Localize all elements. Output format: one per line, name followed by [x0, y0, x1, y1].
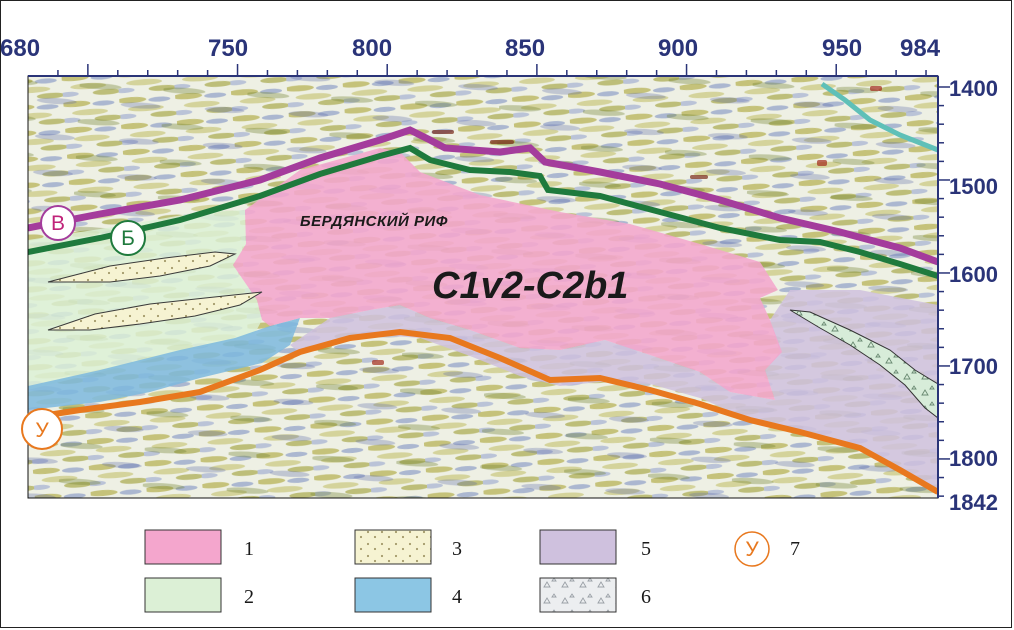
y-tick-label: 1700 — [949, 354, 998, 379]
legend-item-3: 3 — [354, 529, 462, 565]
legend-item-7: У 7 — [734, 531, 800, 567]
horizon-u-line — [28, 328, 938, 495]
x-tick-label: 680 — [0, 35, 40, 62]
legend: 1 2 3 4 5 6 У 7 — [144, 529, 800, 613]
facies-6-zone — [789, 309, 938, 419]
x-tick-label: 800 — [352, 35, 392, 62]
x-tick-label: 750 — [208, 35, 248, 62]
legend-item-6: 6 — [539, 577, 651, 613]
svg-text:6: 6 — [641, 586, 651, 608]
x-tick-label: 900 — [658, 35, 698, 62]
legend-item-5: 5 — [539, 529, 651, 565]
svg-text:У: У — [745, 538, 759, 561]
svg-text:У: У — [35, 419, 49, 442]
y-tick-label: 1800 — [949, 446, 998, 471]
horizon-marker-b: Б — [110, 220, 146, 256]
y-tick-label: 1600 — [949, 262, 998, 287]
legend-item-2: 2 — [144, 577, 254, 613]
svg-text:2: 2 — [244, 586, 254, 608]
horizon-b-line — [28, 144, 938, 279]
top-minor-ticks — [57, 64, 927, 76]
svg-text:5: 5 — [641, 538, 651, 560]
svg-text:Б: Б — [121, 227, 135, 250]
y-tick-label: 1842 — [949, 490, 998, 515]
horizon-marker-v: В — [40, 205, 76, 241]
horizon-marker-u: У — [21, 408, 63, 450]
y-tick-label: 1400 — [949, 76, 998, 101]
svg-text:4: 4 — [452, 586, 462, 608]
x-tick-label: 950 — [822, 35, 862, 62]
horizon-v-line — [28, 126, 938, 266]
svg-text:7: 7 — [790, 538, 800, 560]
teal-reflector — [820, 81, 938, 153]
svg-text:3: 3 — [452, 538, 462, 560]
facies-3-lens — [47, 251, 237, 283]
reef-body-facies-1 — [233, 148, 782, 400]
seismic-section: БЕРДЯНСКИЙ РИФ C1v2-C2b1 — [28, 76, 938, 498]
legend-item-1: 1 — [144, 529, 254, 565]
x-tick-label: 850 — [505, 35, 545, 62]
svg-text:1: 1 — [244, 538, 254, 560]
facies-4-zone — [28, 318, 300, 410]
y-tick-label: 1500 — [949, 174, 998, 199]
legend-item-4: 4 — [354, 577, 462, 613]
x-tick-label: 984 — [900, 35, 941, 62]
age-label: C1v2-C2b1 — [432, 265, 628, 307]
right-minor-ticks — [938, 86, 950, 497]
reef-name-label: БЕРДЯНСКИЙ РИФ — [300, 212, 448, 230]
facies-3-lens — [47, 291, 263, 331]
svg-text:В: В — [51, 212, 65, 235]
